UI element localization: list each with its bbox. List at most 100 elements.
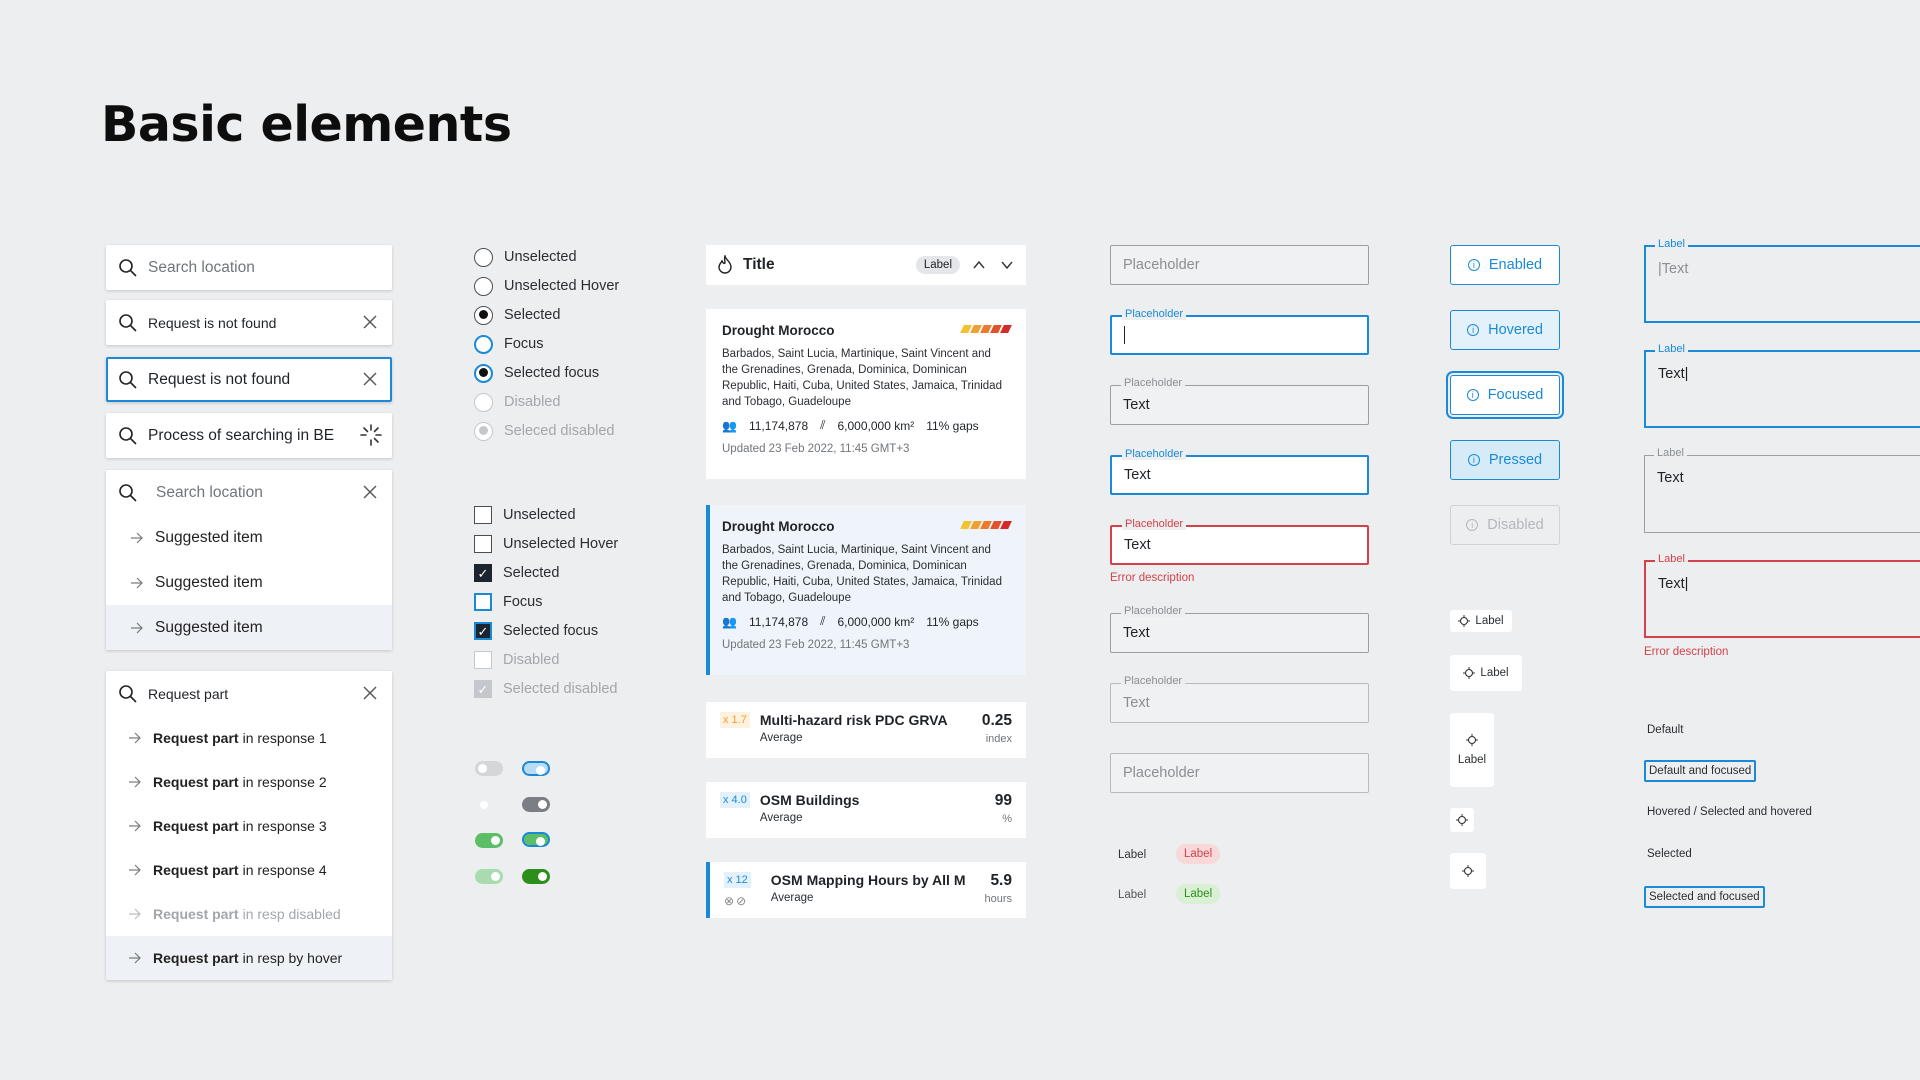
drought-card-selected[interactable]: Drought Morocco Barbados, Saint Lucia, M… [706,505,1026,675]
arrow-right-icon [129,908,141,920]
locate-icon [1462,865,1474,877]
search-input-focused[interactable]: Request is not found [106,357,392,402]
search-input-processing[interactable]: Process of searching in BE [106,413,392,458]
close-icon[interactable] [362,685,378,701]
checkbox-disabled: Disabled [474,649,559,671]
locate-chip-vertical[interactable]: Label [1450,713,1494,787]
panel-header[interactable]: Title Label [706,245,1026,285]
text-input-filled[interactable]: Placeholder Text [1110,377,1369,425]
close-icon[interactable] [362,314,378,330]
text-input-filled-focused[interactable]: Placeholder Text [1110,448,1369,495]
close-circle-icon[interactable]: ⊗ [724,894,735,908]
text-cursor [1124,326,1125,344]
severity-segment [1000,521,1012,529]
metric-card[interactable]: x 4.0 OSM Buildings Average 99% [706,782,1026,838]
locate-button-medium[interactable] [1450,853,1486,889]
toggle-off-hover[interactable] [480,801,488,809]
radio-selected[interactable]: Selected [474,304,560,326]
checkbox[interactable] [474,593,492,611]
search-input-not-found[interactable]: Request is not found [106,300,392,345]
text-input-focused[interactable]: Placeholder [1110,308,1369,355]
radio-focus[interactable]: Focus [474,333,544,355]
result-item[interactable]: Request part in response 4 [106,848,392,892]
result-item[interactable]: Request part in response 1 [106,716,392,760]
suggestion-item[interactable]: Suggested item [106,515,392,560]
search-icon [119,426,137,445]
checkbox-unselected-hover[interactable]: Unselected Hover [474,533,618,555]
metric-value: 5.9 [990,872,1012,889]
result-item[interactable]: Request part in response 3 [106,804,392,848]
checkbox-label: Selected [503,565,560,581]
locate-chip-small[interactable]: Label [1450,610,1512,632]
text-input-empty[interactable]: Placeholder [1110,245,1369,285]
button-label: Enabled [1488,257,1543,273]
checkbox[interactable]: ✓ [474,564,492,582]
chevron-down-icon[interactable] [1000,258,1014,272]
result-match: Request part [153,818,239,834]
checkbox-selected-focus[interactable]: ✓ Selected focus [474,620,598,642]
search-dropdown[interactable]: Search location Suggested item Suggested… [106,470,392,650]
close-icon[interactable] [362,484,378,500]
locate-chip-medium[interactable]: Label [1450,655,1522,691]
textarea-focused-filled[interactable]: Label Text| [1644,343,1920,428]
checkbox-unselected[interactable]: Unselected [474,504,576,526]
radio-button[interactable] [474,247,493,267]
state-selected-focused: Selected and focused [1644,886,1765,908]
toggle-on-green[interactable] [475,833,503,848]
result-item[interactable]: Request part in resp by hover [106,936,392,980]
suggestion-item[interactable]: Suggested item [106,560,392,605]
search-input-empty[interactable]: Search location [106,245,392,290]
radio-disabled: Disabled [474,391,560,413]
toggle-on-dark[interactable] [522,797,550,812]
chevron-up-icon[interactable] [972,258,986,272]
search-results-dropdown[interactable]: Request part Request part in response 1 R… [106,671,392,980]
toggle-on-pressed[interactable] [522,869,550,884]
radio-button[interactable] [474,334,493,354]
area-value: 6,000,000 km² [837,614,915,629]
tag-muted: Label [1118,889,1147,901]
radio-unselected[interactable]: Unselected [474,246,577,268]
state-selected: Selected [1647,848,1692,860]
textarea-filled[interactable]: Label Text [1644,447,1920,533]
toggle-on-green-focused[interactable] [522,832,550,847]
check-circle-icon[interactable]: ⊘ [736,894,747,908]
textarea-error[interactable]: Label Text| [1644,553,1920,638]
button-enabled[interactable]: i Enabled [1450,245,1560,285]
text-input-hover[interactable]: Placeholder Text [1110,605,1369,653]
textarea-focused-empty[interactable]: Label |Text [1644,238,1920,323]
state-hovered-selected: Hovered / Selected and hovered [1647,806,1812,818]
radio-button [474,421,493,441]
radio-button[interactable] [474,305,493,325]
button-pressed[interactable]: i Pressed [1450,440,1560,480]
metric-card-selected[interactable]: x 12 ⊗ ⊘ OSM Mapping Hours by All M Averag… [706,862,1026,918]
radio-unselected-hover[interactable]: Unselected Hover [474,275,619,297]
input-label: Placeholder [1122,518,1187,530]
button-hovered[interactable]: i Hovered [1450,310,1560,350]
metric-card[interactable]: x 1.7 Multi-hazard risk PDC GRVA Average … [706,702,1026,758]
checkbox-selected[interactable]: ✓ Selected [474,562,559,584]
close-icon[interactable] [362,371,378,387]
button-focused[interactable]: i Focused [1446,371,1564,419]
locate-button-small[interactable] [1450,808,1474,832]
radio-label: Seleced disabled [504,423,615,439]
radio-button[interactable] [474,276,493,296]
toggle-on-focused[interactable] [522,761,550,776]
radio-selected-focus[interactable]: Selected focus [474,362,599,384]
input-value: Text [1123,625,1150,641]
checkbox[interactable] [474,535,492,553]
multiplier-badge: x 1.7 [720,712,750,728]
input-error-description: Error description [1110,572,1195,584]
result-match: Request part [153,906,239,922]
checkbox[interactable]: ✓ [474,622,492,640]
input-label: Placeholder [1121,675,1186,687]
drought-card[interactable]: Drought Morocco Barbados, Saint Lucia, M… [706,309,1026,479]
button-disabled: i Disabled [1450,505,1560,545]
radio-button[interactable] [474,363,493,383]
result-item[interactable]: Request part in response 2 [106,760,392,804]
toggle-off[interactable] [475,761,503,776]
checkbox[interactable] [474,506,492,524]
suggestion-item[interactable]: Suggested item [106,605,392,650]
text-input-error[interactable]: Placeholder Text [1110,518,1369,565]
arrow-right-icon [129,776,141,788]
checkbox-focus[interactable]: Focus [474,591,543,613]
